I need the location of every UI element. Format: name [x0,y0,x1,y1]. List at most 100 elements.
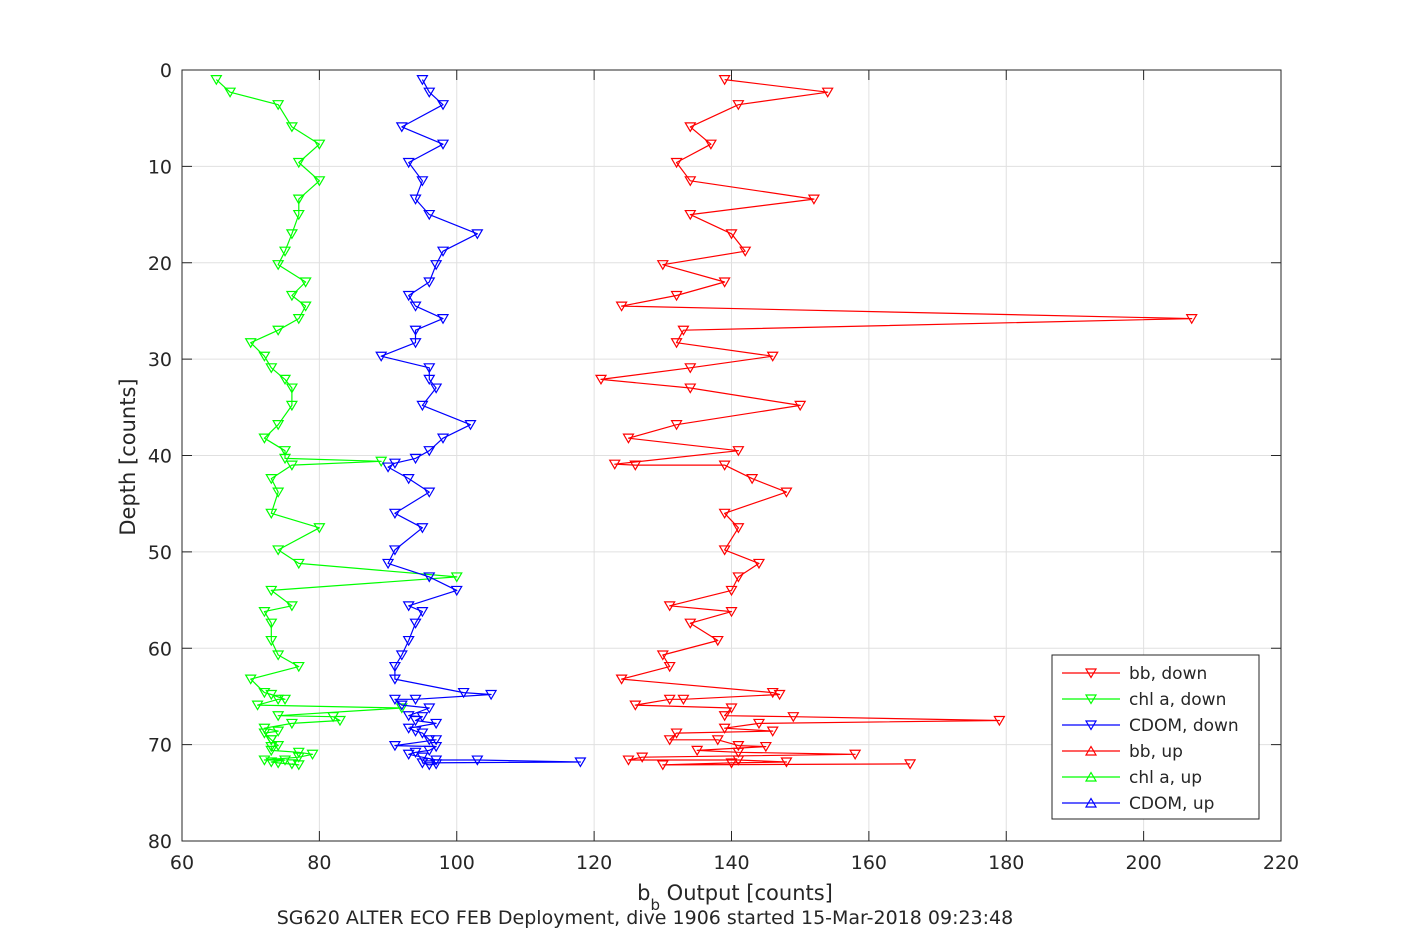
data-point [265,735,278,746]
data-point [416,75,429,86]
data-point [292,157,305,169]
data-point [272,694,285,706]
data-point [258,728,271,739]
data-point [395,650,408,661]
legend: bb, down chl a, down CDOM, down bb, up chl a… [1051,654,1260,820]
data-point [409,715,422,727]
data-point [299,301,312,312]
legend-entry: bb, down [1062,664,1207,684]
series-cdom-down [375,75,587,771]
data-point [718,711,731,722]
data-point [272,487,285,498]
y-tick-label: 60 [148,638,172,660]
figure-caption: SG620 ALTER ECO FEB Deployment, dive 190… [277,907,1013,929]
data-point [265,745,278,757]
legend-marker [1084,694,1098,705]
data-point [732,100,745,111]
data-point [272,325,285,336]
data-point [423,745,436,757]
data-point [436,246,450,257]
data-point [766,351,779,362]
data-point [416,607,429,618]
data-point [416,523,429,534]
data-point [395,700,408,711]
data-point [711,735,724,746]
legend-entry: chl a, up [1062,768,1202,788]
data-point [402,474,415,485]
data-point [677,694,690,706]
data-point [656,650,669,661]
data-point [732,572,745,583]
data-point [423,277,436,288]
data-point [766,726,779,737]
data-point [780,757,793,768]
data-point [485,689,498,701]
x-tick-label: 120 [576,852,612,874]
data-point [670,290,683,302]
data-point [615,674,628,685]
data-point [574,757,587,768]
legend-label: CDOM, down [1129,716,1239,736]
data-point [622,433,635,444]
data-point [285,759,298,770]
data-point [656,760,669,771]
data-point [423,363,436,374]
data-point [382,462,395,473]
data-point [450,572,463,583]
data-point [725,229,738,240]
data-point [711,635,724,647]
data-point [285,718,298,730]
series-chl-a-down [210,75,463,771]
data-point [663,661,676,673]
data-point [265,757,278,768]
data-point [272,260,285,271]
data-point [436,139,450,150]
data-point [670,420,683,431]
data-point [450,585,463,597]
x-axis-title: bb Output [counts] [637,881,833,914]
data-point [285,460,298,471]
data-point [388,508,401,520]
legend-entry: chl a, down [1062,690,1226,710]
data-point [285,229,298,240]
data-point [725,703,738,714]
x-tick-label: 100 [439,852,475,874]
data-point [725,607,738,618]
legend-marker [1084,797,1098,808]
data-point [258,755,271,766]
data-point [375,351,388,362]
legend-marker [1084,771,1098,782]
legend-label: bb, down [1129,664,1207,684]
data-point [402,290,415,302]
data-point [430,383,443,394]
y-tick-label: 20 [148,253,172,275]
data-point [388,545,401,556]
data-point [423,760,436,771]
x-tick-label: 60 [170,852,194,874]
data-point [382,558,395,570]
data-point [244,674,257,685]
data-point [265,635,278,647]
y-tick-label: 40 [148,446,172,468]
data-point [457,687,470,699]
x-tick-label: 220 [1263,852,1299,874]
data-point [285,601,298,612]
data-point [904,759,917,770]
data-point [1185,314,1198,325]
data-point [821,87,834,98]
data-point [272,100,285,111]
data-point [278,453,292,465]
data-point [993,715,1006,727]
data-point [402,601,415,612]
data-point [313,139,326,150]
data-point [663,735,676,746]
data-point [402,635,415,647]
data-point [272,758,285,769]
data-point [272,545,285,556]
data-point [388,694,401,706]
legend-marker [1084,668,1098,679]
data-point [292,558,305,570]
y-tick-label: 80 [148,831,172,853]
y-tick-label: 50 [148,542,172,564]
data-point [684,618,697,629]
